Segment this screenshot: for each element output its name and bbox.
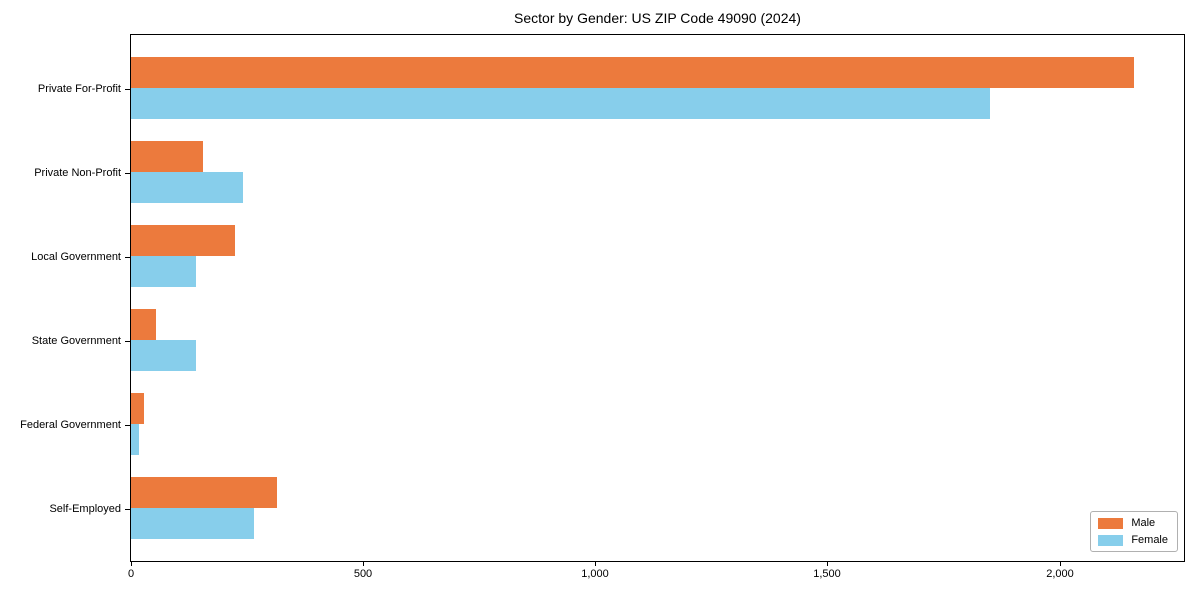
bar-male-local-government <box>131 224 235 256</box>
y-axis-label-private-non-profit: Private Non-Profit <box>34 167 121 179</box>
x-tick-label-0: 0 <box>127 568 135 580</box>
legend: Male Female <box>1090 511 1178 552</box>
legend-label-female: Female <box>1131 534 1168 546</box>
x-tick-mark <box>827 562 828 566</box>
x-tick-mark <box>595 562 596 566</box>
legend-swatch-male <box>1098 517 1124 529</box>
bar-male-state-government <box>131 309 156 340</box>
y-tick-mark <box>125 257 130 258</box>
y-axis-label-federal-government: Federal Government <box>20 419 121 431</box>
bar-female-local-government <box>131 255 196 287</box>
x-tick-mark <box>1060 562 1061 566</box>
plot-area: Male Female <box>130 34 1185 562</box>
bar-female-federal-government <box>131 424 139 455</box>
x-tick-mark <box>131 562 132 566</box>
x-tick-label-500: 500 <box>353 568 373 580</box>
y-axis-label-local-government: Local Government <box>31 251 121 263</box>
y-tick-mark <box>125 509 130 510</box>
bar-male-private-for-profit <box>131 56 1134 88</box>
x-tick-label-1500: 1,500 <box>813 568 841 580</box>
y-axis-label-state-government: State Government <box>31 335 121 347</box>
y-axis-label-private-for-profit: Private For-Profit <box>37 83 121 95</box>
x-tick-label-1000: 1,000 <box>581 568 609 580</box>
y-tick-mark <box>125 89 130 90</box>
legend-label-male: Male <box>1131 517 1156 529</box>
bar-female-self-employed <box>131 508 254 539</box>
legend-swatch-female <box>1098 534 1124 546</box>
x-tick-mark <box>363 562 364 566</box>
bar-female-private-for-profit <box>131 87 990 119</box>
legend-item-male: Male <box>1098 517 1168 529</box>
y-tick-mark <box>125 425 130 426</box>
bar-male-federal-government <box>131 393 144 424</box>
y-tick-mark <box>125 173 130 174</box>
bar-female-state-government <box>131 340 196 371</box>
legend-item-female: Female <box>1098 534 1168 546</box>
bar-male-self-employed <box>131 477 277 508</box>
x-tick-label-2000: 2,000 <box>1046 568 1074 580</box>
y-axis-label-self-employed: Self-Employed <box>49 503 121 515</box>
bar-male-private-non-profit <box>131 140 203 172</box>
chart-title: Sector by Gender: US ZIP Code 49090 (202… <box>514 10 801 26</box>
y-tick-mark <box>125 341 130 342</box>
bar-female-private-non-profit <box>131 171 243 203</box>
